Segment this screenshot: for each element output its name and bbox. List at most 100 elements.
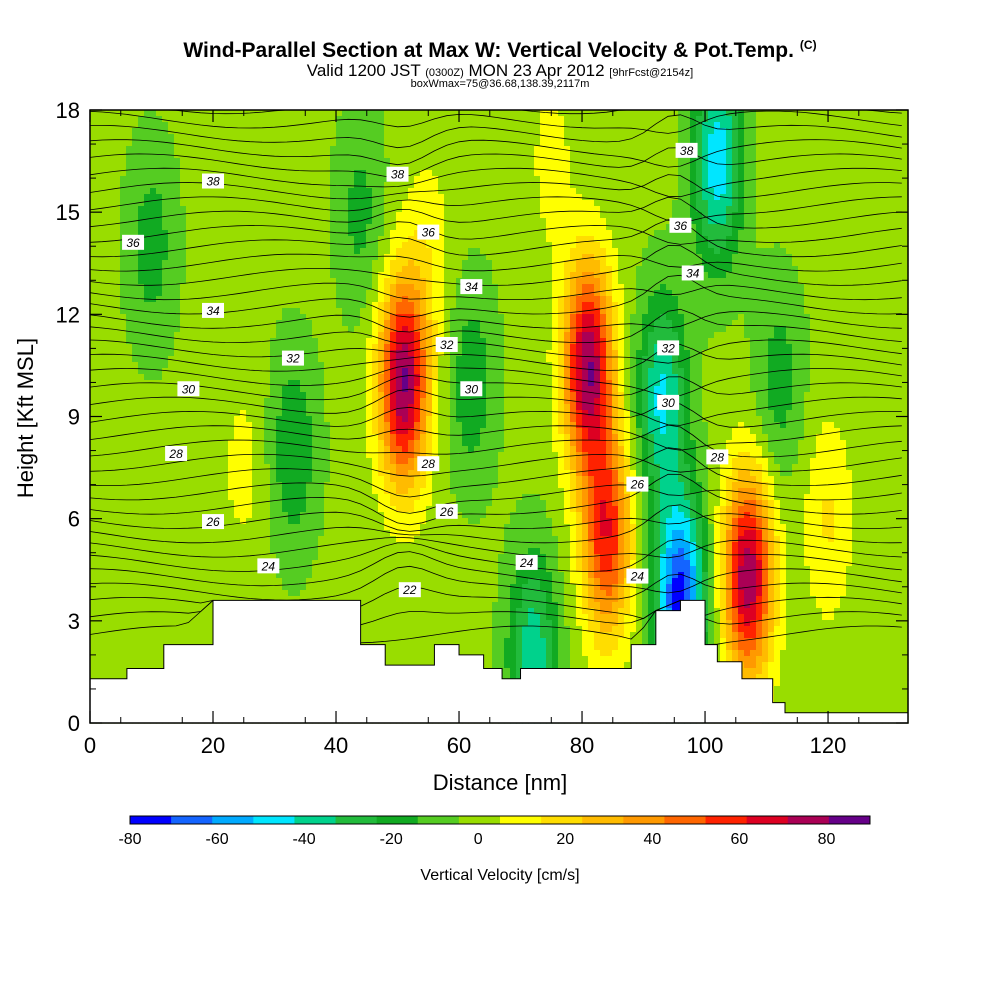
velocity-cell: [300, 128, 307, 135]
velocity-cell: [144, 356, 151, 363]
velocity-cell: [120, 248, 127, 255]
velocity-cell: [102, 266, 109, 273]
velocity-cell: [204, 458, 211, 465]
velocity-cell: [120, 296, 127, 303]
velocity-cell: [306, 152, 313, 159]
velocity-cell: [132, 566, 139, 573]
velocity-cell: [132, 590, 139, 597]
velocity-cell: [360, 632, 367, 639]
velocity-cell: [246, 272, 253, 279]
velocity-cell: [270, 422, 277, 429]
velocity-cell: [90, 152, 97, 159]
velocity-cell: [150, 608, 157, 615]
velocity-cell: [114, 620, 121, 627]
velocity-cell: [252, 134, 259, 141]
velocity-cell: [132, 422, 139, 429]
velocity-cell: [150, 254, 157, 261]
velocity-cell: [258, 194, 265, 201]
velocity-cell: [126, 620, 133, 627]
velocity-cell: [114, 536, 121, 543]
velocity-cell: [210, 596, 217, 603]
velocity-cell: [204, 446, 211, 453]
velocity-cell: [330, 596, 337, 603]
velocity-cell: [96, 248, 103, 255]
velocity-cell: [330, 464, 337, 471]
velocity-cell: [252, 212, 259, 219]
velocity-cell: [246, 470, 253, 477]
velocity-cell: [252, 488, 259, 495]
velocity-cell: [240, 500, 247, 507]
velocity-cell: [294, 410, 301, 417]
velocity-cell: [234, 368, 241, 375]
velocity-cell: [336, 374, 343, 381]
velocity-cell: [318, 476, 325, 483]
velocity-cell: [156, 338, 163, 345]
velocity-cell: [348, 548, 355, 555]
velocity-cell: [156, 140, 163, 147]
velocity-cell: [204, 620, 211, 627]
velocity-cell: [198, 572, 205, 579]
velocity-cell: [180, 626, 187, 633]
velocity-cell: [372, 146, 379, 153]
velocity-cell: [348, 170, 355, 177]
velocity-cell: [222, 530, 229, 537]
velocity-cell: [252, 350, 259, 357]
velocity-cell: [330, 416, 337, 423]
velocity-cell: [270, 164, 277, 171]
velocity-cell: [210, 572, 217, 579]
velocity-cell: [360, 224, 367, 231]
velocity-cell: [222, 476, 229, 483]
velocity-cell: [252, 296, 259, 303]
velocity-cell: [126, 650, 133, 657]
velocity-cell: [204, 578, 211, 585]
velocity-cell: [186, 356, 193, 363]
velocity-cell: [246, 572, 253, 579]
velocity-cell: [168, 272, 175, 279]
velocity-cell: [90, 452, 97, 459]
velocity-cell: [108, 470, 115, 477]
velocity-cell: [150, 230, 157, 237]
velocity-cell: [156, 590, 163, 597]
velocity-cell: [360, 362, 367, 369]
velocity-cell: [276, 278, 283, 285]
velocity-cell: [216, 458, 223, 465]
velocity-cell: [324, 278, 331, 285]
velocity-cell: [114, 302, 121, 309]
velocity-cell: [126, 464, 133, 471]
velocity-cell: [192, 578, 199, 585]
velocity-cell: [168, 464, 175, 471]
velocity-cell: [162, 638, 169, 645]
velocity-cell: [132, 230, 139, 237]
velocity-cell: [300, 272, 307, 279]
velocity-cell: [372, 488, 379, 495]
velocity-cell: [198, 398, 205, 405]
velocity-cell: [114, 524, 121, 531]
velocity-cell: [114, 500, 121, 507]
velocity-cell: [294, 200, 301, 207]
velocity-cell: [366, 404, 373, 411]
velocity-cell: [144, 566, 151, 573]
velocity-cell: [162, 308, 169, 315]
velocity-cell: [192, 224, 199, 231]
velocity-cell: [222, 404, 229, 411]
velocity-cell: [258, 158, 265, 165]
velocity-cell: [378, 140, 385, 147]
velocity-cell: [318, 398, 325, 405]
velocity-cell: [156, 362, 163, 369]
velocity-cell: [156, 170, 163, 177]
velocity-cell: [162, 392, 169, 399]
velocity-cell: [246, 362, 253, 369]
velocity-cell: [228, 482, 235, 489]
velocity-cell: [324, 266, 331, 273]
velocity-cell: [330, 320, 337, 327]
velocity-cell: [372, 122, 379, 129]
velocity-cell: [318, 314, 325, 321]
velocity-cell: [318, 440, 325, 447]
velocity-cell: [276, 350, 283, 357]
velocity-cell: [162, 578, 169, 585]
velocity-cell: [138, 368, 145, 375]
velocity-cell: [156, 224, 163, 231]
velocity-cell: [354, 542, 361, 549]
velocity-cell: [252, 362, 259, 369]
velocity-cell: [198, 212, 205, 219]
